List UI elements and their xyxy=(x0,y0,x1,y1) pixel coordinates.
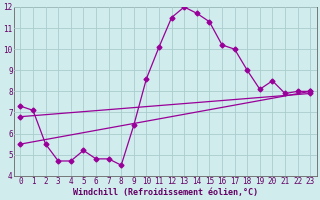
X-axis label: Windchill (Refroidissement éolien,°C): Windchill (Refroidissement éolien,°C) xyxy=(73,188,258,197)
